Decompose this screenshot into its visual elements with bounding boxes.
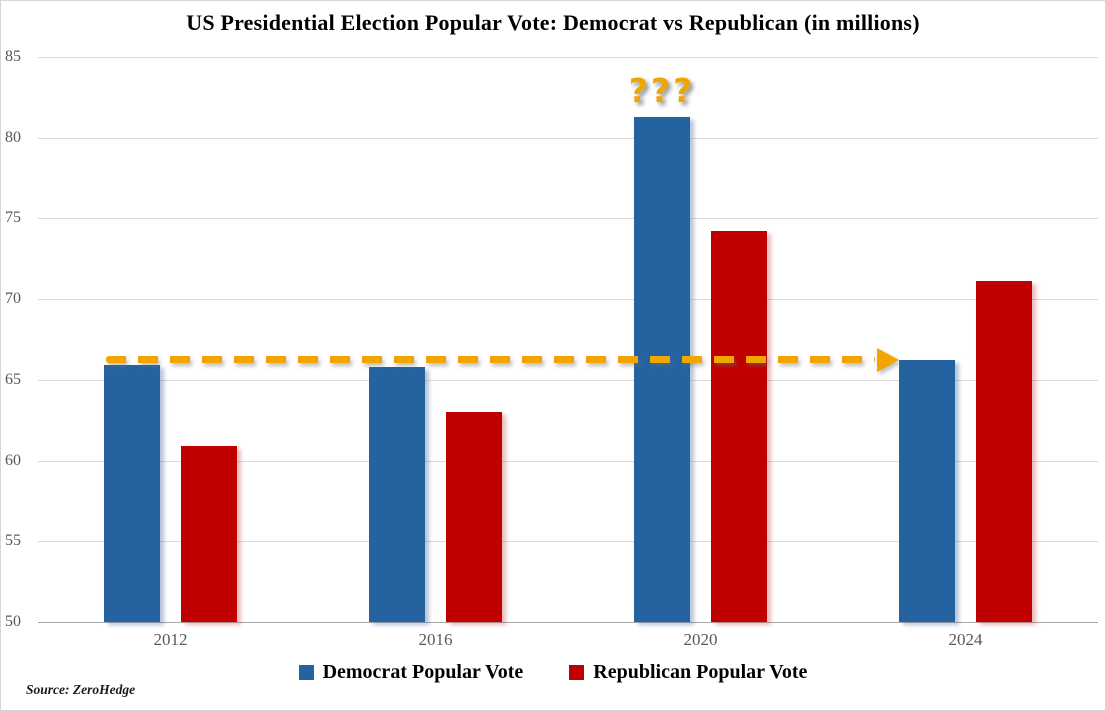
gridline-85 xyxy=(38,57,1098,58)
republican-swatch-icon xyxy=(569,665,585,680)
question-marks-annotation: ??? xyxy=(628,70,696,110)
bar-democrat-2012 xyxy=(104,365,160,622)
bar-republican-2024 xyxy=(976,281,1032,622)
y-tick-label-80: 80 xyxy=(5,128,21,146)
legend-label-republican: Republican Popular Vote xyxy=(593,661,808,683)
gridline-65 xyxy=(38,379,1098,381)
legend-label-democrat: Democrat Popular Vote xyxy=(322,661,524,683)
y-tick-label-50: 50 xyxy=(5,613,21,630)
gridline-80 xyxy=(38,137,1098,139)
democrat-swatch-icon xyxy=(298,665,314,680)
gridline-55 xyxy=(38,541,1098,543)
flat-trend-dashed-arrow xyxy=(106,348,899,373)
legend: Democrat Popular Vote Republican Popular… xyxy=(0,661,1106,684)
arrowhead-icon xyxy=(877,348,899,373)
y-tick-label-70: 70 xyxy=(5,290,21,308)
bar-republican-2016 xyxy=(446,412,502,622)
chart-title: US Presidential Election Popular Vote: D… xyxy=(186,10,920,35)
bar-democrat-2020 xyxy=(634,116,690,622)
y-tick-label-85: 85 xyxy=(5,48,21,65)
x-axis-line xyxy=(38,622,1098,623)
dashed-line xyxy=(106,356,875,364)
bar-democrat-2024 xyxy=(899,360,955,622)
x-tick-label-2020: 2020 xyxy=(683,630,718,649)
x-tick-label-2012: 2012 xyxy=(153,630,188,649)
legend-item-republican: Republican Popular Vote xyxy=(569,661,807,684)
bar-republican-2012 xyxy=(181,446,237,622)
y-tick-label-75: 75 xyxy=(5,209,21,227)
bar-democrat-2016 xyxy=(369,366,425,622)
legend-item-democrat: Democrat Popular Vote xyxy=(298,661,524,684)
gridline-70 xyxy=(38,299,1098,301)
gridline-75 xyxy=(38,218,1098,220)
source-note: Source: ZeroHedge xyxy=(26,682,136,697)
gridline-60 xyxy=(38,460,1098,462)
y-tick-label-60: 60 xyxy=(5,451,21,469)
x-tick-label-2016: 2016 xyxy=(418,630,453,649)
x-tick-label-2024: 2024 xyxy=(948,630,983,649)
y-tick-label-55: 55 xyxy=(5,532,21,550)
y-tick-label-65: 65 xyxy=(5,370,21,388)
bar-republican-2020 xyxy=(711,231,767,622)
